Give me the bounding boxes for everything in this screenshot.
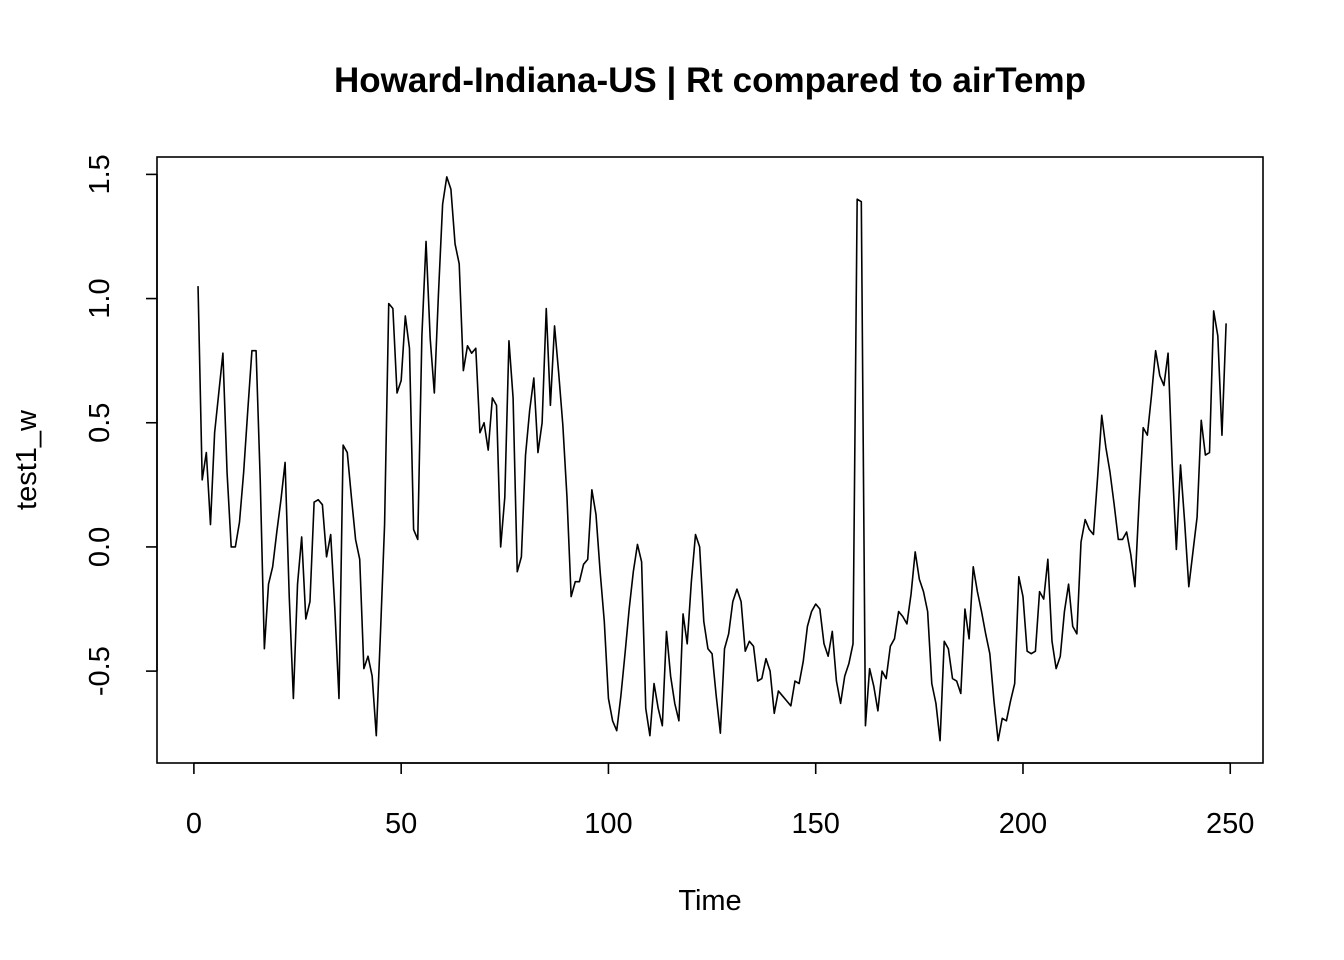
y-axis: -0.5 0.0 0.5 1.0 1.5 [84, 154, 158, 696]
y-tick-label: 0.5 [84, 403, 116, 443]
x-tick-label: 0 [186, 808, 202, 840]
y-tick-label: -0.5 [84, 646, 116, 696]
chart-title: Howard-Indiana-US | Rt compared to airTe… [334, 61, 1086, 100]
x-tick-label: 150 [792, 808, 840, 840]
x-axis: 0 50 100 150 200 250 [186, 762, 1254, 840]
x-axis-label: Time [678, 885, 741, 917]
x-tick-label: 100 [584, 808, 632, 840]
y-tick-label: 0.0 [84, 527, 116, 567]
series-line [197, 176, 1227, 742]
plot-frame [156, 156, 1264, 764]
y-tick-label: 1.5 [84, 154, 116, 194]
x-tick-label: 200 [999, 808, 1047, 840]
y-axis-label: test1_w [11, 409, 43, 510]
y-tick-label: 1.0 [84, 278, 116, 318]
x-tick-label: 50 [385, 808, 417, 840]
x-tick-label: 250 [1206, 808, 1254, 840]
